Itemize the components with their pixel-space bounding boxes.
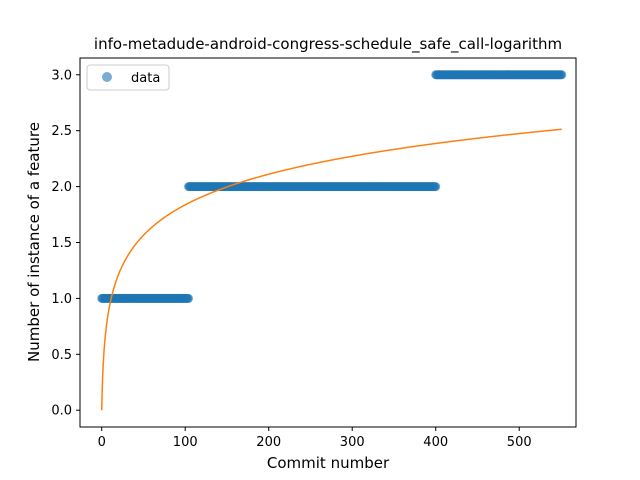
y-axis-label: Number of instance of a feature xyxy=(25,122,43,362)
x-axis-label: Commit number xyxy=(267,454,390,472)
data-point-553 xyxy=(557,70,567,80)
x-tick-label-5: 500 xyxy=(507,435,532,450)
x-tick-label-1: 100 xyxy=(173,435,198,450)
fit-line xyxy=(100,128,562,411)
legend-marker xyxy=(102,72,112,82)
y-tick-label-6: 3.0 xyxy=(51,68,72,83)
chart-title: info-metadude-android-congress-schedule_… xyxy=(94,35,562,54)
y-tick-label-3: 1.5 xyxy=(51,236,72,251)
y-axis: 0.0 0.5 1.0 1.5 2.0 2.5 3.0 xyxy=(51,68,80,419)
y-tick-label-1: 0.5 xyxy=(51,348,72,363)
data-point-401 xyxy=(431,182,441,192)
legend-label-data: data xyxy=(131,71,160,86)
x-tick-label-2: 200 xyxy=(256,435,281,450)
y-tick-label-2: 1.0 xyxy=(51,292,72,307)
legend: data xyxy=(86,64,170,91)
axes-frame xyxy=(79,57,577,428)
x-axis: 0 100 200 300 400 500 xyxy=(98,427,532,450)
data-point-104 xyxy=(184,293,194,303)
x-tick-label-3: 300 xyxy=(340,435,365,450)
legend-box xyxy=(86,64,170,91)
y-tick-label-4: 2.0 xyxy=(51,180,72,195)
x-tick-label-0: 0 xyxy=(98,435,106,450)
plot-area xyxy=(97,70,567,411)
y-tick-label-0: 0.0 xyxy=(51,404,72,419)
x-tick-label-4: 400 xyxy=(423,435,448,450)
y-tick-label-5: 2.5 xyxy=(51,124,72,139)
